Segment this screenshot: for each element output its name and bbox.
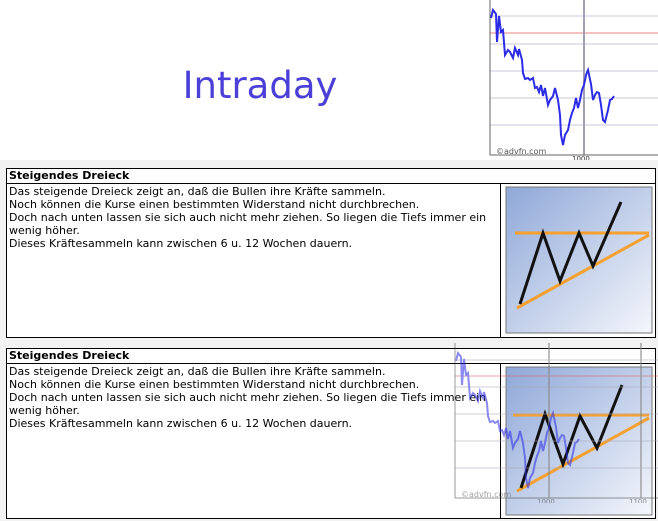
x-tick-label: 1000 [537,498,555,503]
description-line: Noch können die Kurse einen bestimmten W… [9,378,420,391]
pattern-table-1: Steigendes Dreieck Das steigende Dreieck… [6,168,656,338]
description-line: Das steigende Dreieck zeigt an, daß die … [9,365,386,378]
page-title: Intraday [182,64,338,107]
description-line: Doch nach unten lassen sie sich auch nic… [9,391,487,417]
ascending-triangle-illustration [505,186,653,334]
section-description: Das steigende Dreieck zeigt an, daß die … [7,364,501,518]
section-title: Steigendes Dreieck [7,349,655,364]
description-line: Dieses Kräftesammeln kann zwischen 6 u. … [9,417,353,430]
x-tick-label: 1100 [629,498,647,503]
description-line: Doch nach unten lassen sie sich auch nic… [9,211,487,237]
x-tick-label: 1000 [572,155,590,160]
section-title: Steigendes Dreieck [7,169,655,184]
overlay-intraday-chart: ©advfn.com 1000 1100 [454,343,658,503]
section-description: Das steigende Dreieck zeigt an, daß die … [7,184,501,337]
description-line: Das steigende Dreieck zeigt an, daß die … [9,185,386,198]
chart-watermark: ©advfn.com [461,490,511,499]
header-area: Intraday ©advfn.com 1000 [0,0,658,160]
description-line: Noch können die Kurse einen bestimmten W… [9,198,420,211]
description-line: Dieses Kräftesammeln kann zwischen 6 u. … [9,237,353,250]
intraday-chart: ©advfn.com 1000 [488,0,658,160]
chart-watermark: ©advfn.com [496,147,546,156]
